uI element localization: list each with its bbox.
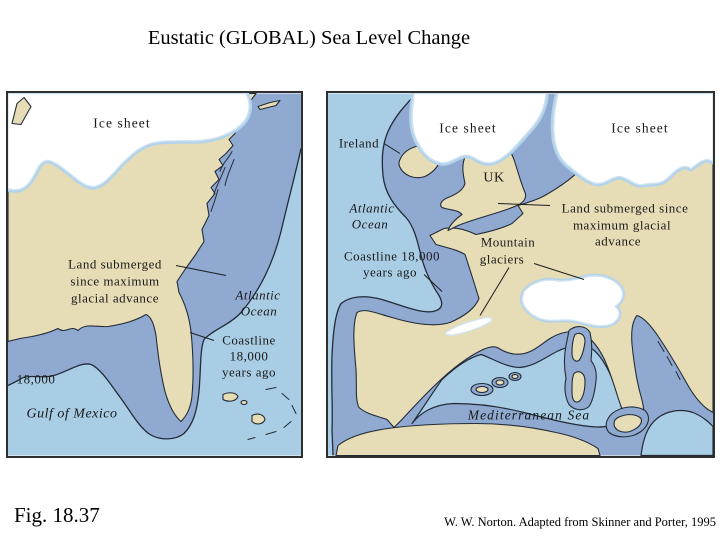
estuary-detail-lines <box>210 151 235 212</box>
ice-sheet-east-label: Ice sheet <box>611 121 669 136</box>
coastline-leader-line <box>189 332 215 341</box>
ireland-leader-line <box>383 143 401 154</box>
coastline-label-line2: years ago <box>363 265 417 280</box>
coastline-label-line2: 18,000 <box>230 349 269 364</box>
long-island <box>257 99 281 111</box>
alps-glacier <box>521 275 624 327</box>
coastline-label-line3: years ago <box>222 365 276 380</box>
uk-label: UK <box>483 171 504 186</box>
figure-number: Fig. 18.37 <box>14 503 100 527</box>
nunatak-wedge <box>11 96 32 126</box>
sicily-island <box>613 414 642 433</box>
ice-sheet-label: Ice sheet <box>93 116 151 131</box>
atlantic-gulf-deep-water <box>8 148 301 456</box>
left-map-panel: Ice sheet Land submerged since maximum g… <box>6 91 303 458</box>
coastline-label-line1: Coastline 18,000 <box>344 249 440 264</box>
ice-sheet-west-label: Ice sheet <box>439 121 497 136</box>
land-submerged-leader-line <box>175 265 227 276</box>
coastline-label-line1: Coastline <box>222 333 276 348</box>
corsica-island <box>571 332 586 362</box>
source-credit: W. W. Norton. Adapted from Skinner and P… <box>444 515 716 529</box>
sardinia-island <box>571 371 586 403</box>
mediterranean-sea-label: Mediterranean Sea <box>467 408 591 423</box>
gulf-of-mexico-label: Gulf of Mexico <box>27 407 118 422</box>
land-submerged-label-line3: glacial advance <box>71 291 159 306</box>
coastline-leader-line <box>423 274 443 292</box>
atlantic-ocean-label-line2: Ocean <box>352 217 388 232</box>
atlantic-ocean-label-line1: Atlantic <box>234 288 280 303</box>
land-submerged-label-line1: Land submerged <box>68 257 162 272</box>
land-submerged-label-line1: Land submerged since <box>562 201 689 216</box>
mountain-glaciers-leader-pyrenees <box>479 267 510 316</box>
sicily-group <box>605 406 650 438</box>
ionian-deep-water <box>640 409 713 456</box>
laurentide-ice-sheet <box>8 93 250 191</box>
land-submerged-leader-line <box>497 203 551 206</box>
mountain-glaciers-label-line2: glaciers <box>480 252 524 267</box>
british-ice-sheet <box>411 93 547 164</box>
balearic-islands-group <box>470 371 522 397</box>
adriatic-island-dashes <box>657 341 681 380</box>
ireland-label: Ireland <box>339 136 379 151</box>
scandinavian-ice-sheet <box>553 93 713 186</box>
coastline-18000-line-atlantic <box>331 93 443 456</box>
mountain-glaciers-leader-alps <box>533 263 585 280</box>
land-submerged-label-line2: maximum glacial <box>573 218 671 233</box>
north-africa-landmass <box>335 422 601 456</box>
north-america-map: Ice sheet Land submerged since maximum g… <box>8 93 301 456</box>
land-submerged-label-line3: advance <box>595 234 641 249</box>
right-map-panel: Ireland Ice sheet Ice sheet UK Atlantic … <box>326 91 715 458</box>
bahamas-islands <box>222 387 297 440</box>
depth-18000-label: 18,000 <box>17 372 56 387</box>
atlantic-ocean-label-line1: Atlantic <box>348 201 394 216</box>
atlantic-ocean-label-line2: Ocean <box>241 304 277 319</box>
land-submerged-label-line2: since maximum <box>70 274 159 289</box>
coastline-18000-line <box>8 148 301 440</box>
figure-title: Eustatic (GLOBAL) Sea Level Change <box>147 27 471 49</box>
mountain-glaciers-label-line1: Mountain <box>481 235 536 250</box>
pyrenees-glacier <box>445 316 493 336</box>
atlantic-deep-water <box>328 93 442 456</box>
corsica-sardinia-group <box>563 326 597 411</box>
europe-map: Ireland Ice sheet Ice sheet UK Atlantic … <box>328 93 713 456</box>
